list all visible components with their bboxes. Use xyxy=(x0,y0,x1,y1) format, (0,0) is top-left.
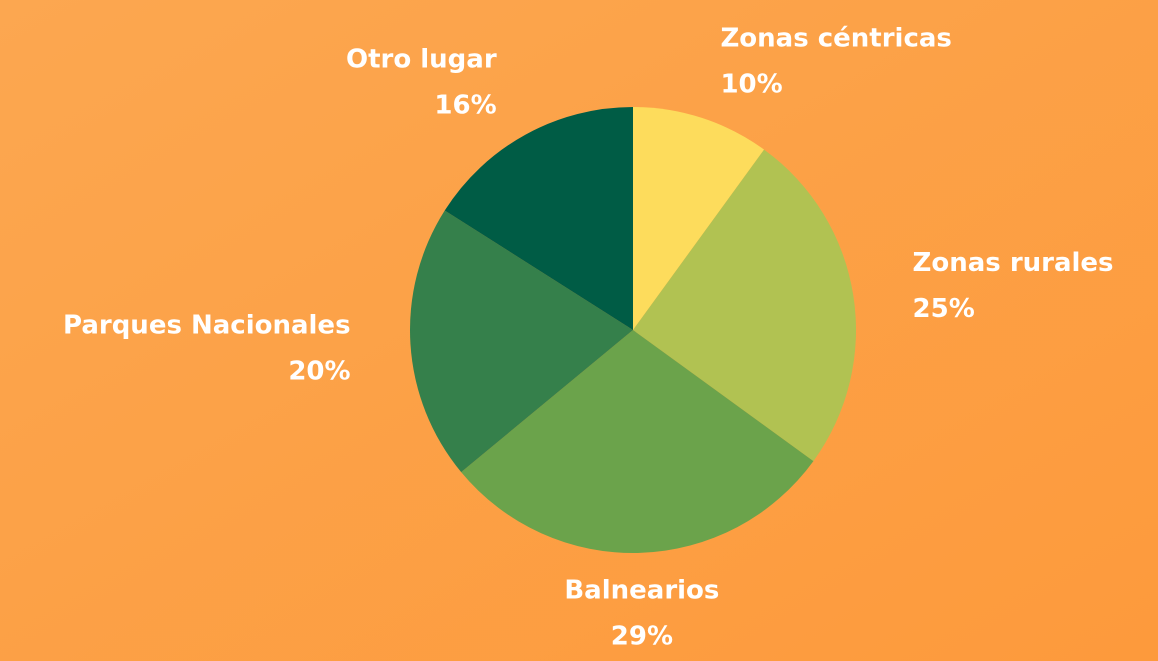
pie-slice xyxy=(444,107,633,330)
pie-slice xyxy=(409,210,633,473)
slice-label: Balnearios xyxy=(564,575,719,605)
slice-value-label: 25% xyxy=(913,294,975,324)
slice-value-label: 20% xyxy=(288,356,350,386)
slice-value-label: 16% xyxy=(434,91,496,121)
slice-value-label: 10% xyxy=(720,69,782,99)
slice-label: Parques Nacionales xyxy=(63,310,351,340)
slice-label: Zonas rurales xyxy=(913,248,1114,278)
pie-slice xyxy=(461,330,814,553)
pie-slice xyxy=(633,107,765,330)
slice-label: Otro lugar xyxy=(346,45,497,75)
slice-value-label: 29% xyxy=(611,621,673,651)
pie-slice xyxy=(633,149,857,462)
slice-label: Zonas céntricas xyxy=(720,23,951,53)
